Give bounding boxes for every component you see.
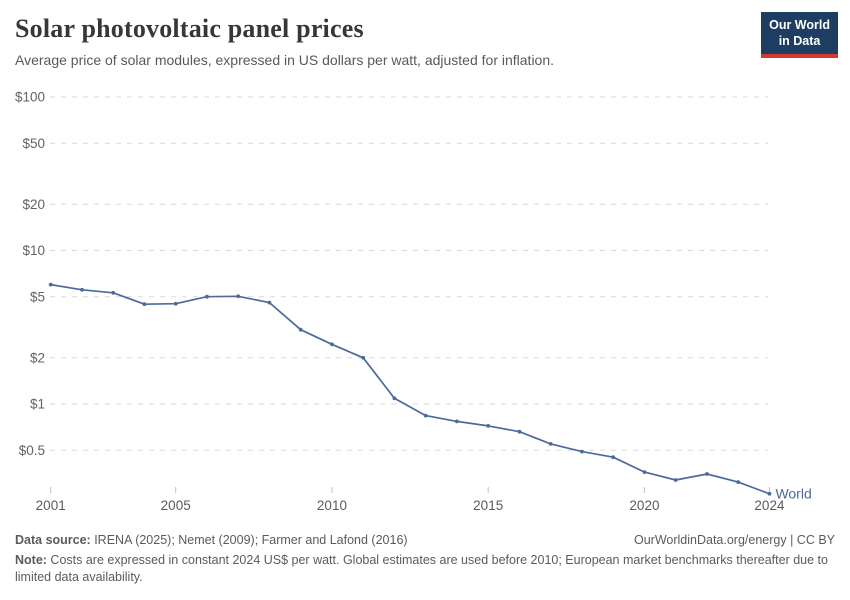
x-axis-label: 2015 (473, 498, 503, 513)
attribution-link[interactable]: OurWorldinData.org/energy | CC BY (633, 533, 835, 547)
data-point[interactable] (173, 301, 178, 306)
owid-logo-line2: in Data (778, 33, 821, 48)
y-axis-label: $0.5 (19, 443, 45, 458)
y-axis-label: $50 (22, 136, 45, 151)
data-point[interactable] (455, 419, 459, 424)
data-point[interactable] (517, 429, 522, 434)
chart-subtitle: Average price of solar modules, expresse… (15, 52, 555, 68)
data-point[interactable] (767, 491, 772, 496)
data-point[interactable] (80, 287, 84, 292)
data-point[interactable] (642, 470, 647, 474)
data-point[interactable] (330, 342, 334, 347)
x-axis-label: 2024 (754, 498, 785, 513)
note-text: Costs are expressed in constant 2024 US$… (15, 552, 828, 585)
data-source-label: Data source: (15, 533, 91, 547)
data-point[interactable] (673, 478, 678, 482)
data-point[interactable] (580, 449, 584, 454)
data-point[interactable] (392, 396, 397, 401)
x-axis-label: 2020 (629, 498, 659, 513)
y-axis-label: $100 (15, 90, 45, 105)
data-point[interactable] (111, 290, 116, 295)
data-point[interactable] (705, 472, 709, 476)
note-label: Note: (15, 552, 47, 567)
data-point[interactable] (548, 442, 553, 446)
y-axis-label: $1 (30, 397, 45, 412)
data-point[interactable] (361, 355, 366, 360)
y-axis-label: $20 (22, 197, 45, 212)
data-point[interactable] (267, 300, 272, 305)
series-end-label[interactable]: World (775, 485, 811, 501)
data-point[interactable] (736, 480, 741, 484)
data-point[interactable] (205, 294, 209, 299)
y-axis-label: $10 (22, 243, 45, 258)
owid-logo-line1: Our World (769, 18, 830, 32)
data-point[interactable] (611, 455, 616, 460)
chart-note: Note: Costs are expressed in constant 20… (15, 552, 835, 587)
y-axis-label: $2 (30, 350, 45, 365)
data-point[interactable] (298, 327, 303, 332)
data-point[interactable] (236, 294, 241, 299)
data-source: Data source: IRENA (2025); Nemet (2009);… (15, 532, 408, 550)
page-title: Solar photovoltaic panel prices (15, 14, 364, 43)
data-point[interactable] (486, 424, 491, 428)
data-point[interactable] (423, 413, 428, 418)
chart-footer: Data source: IRENA (2025); Nemet (2009);… (15, 532, 835, 587)
x-axis-label: 2010 (317, 498, 347, 513)
price-line (50, 283, 770, 495)
owid-logo[interactable]: Our World in Data (761, 12, 838, 59)
y-axis-label: $5 (30, 289, 45, 304)
x-axis-label: 2001 (36, 498, 66, 513)
data-point[interactable] (142, 302, 147, 307)
x-axis-label: 2005 (161, 498, 191, 513)
data-point[interactable] (48, 282, 53, 287)
data-source-text: IRENA (2025); Nemet (2009); Farmer and L… (90, 533, 408, 547)
